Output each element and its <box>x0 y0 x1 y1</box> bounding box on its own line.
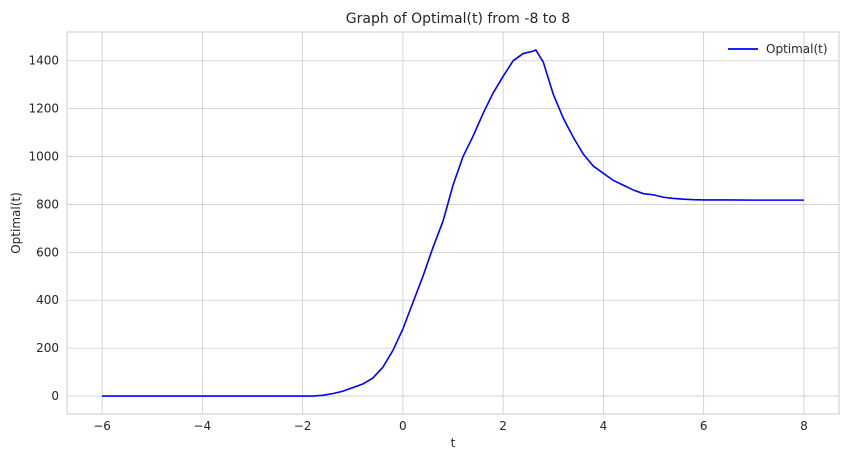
x-tick-label: 2 <box>499 419 507 433</box>
x-tick-label: 0 <box>399 419 407 433</box>
plot-frame <box>66 31 840 415</box>
x-tick-label: 8 <box>800 419 808 433</box>
x-tick-label: −4 <box>193 419 211 433</box>
series-line-optimal <box>102 48 804 397</box>
chart-title: Graph of Optimal(t) from -8 to 8 <box>346 11 570 27</box>
x-tick-label: −2 <box>294 419 312 433</box>
y-tick-label: 200 <box>36 341 59 355</box>
legend: Optimal(t) <box>728 42 828 56</box>
y-tick-label: 0 <box>51 389 59 403</box>
y-tick-label: 1400 <box>28 54 59 68</box>
grid-layer <box>67 32 839 414</box>
x-tick-label: 4 <box>600 419 608 433</box>
x-axis-label: t <box>451 436 456 450</box>
y-tick-label: 1000 <box>28 150 59 164</box>
legend-label: Optimal(t) <box>766 42 828 56</box>
y-tick-label: 600 <box>36 245 59 259</box>
x-tick-label: −6 <box>93 419 111 433</box>
y-tick-label: 800 <box>36 197 59 211</box>
y-tick-label: 400 <box>36 293 59 307</box>
y-tick-label: 1200 <box>28 102 59 116</box>
y-axis-label: Optimal(t) <box>9 192 23 254</box>
tick-layer: −6 −4 −2 0 2 4 6 8 0 200 400 600 800 1000 1200 1400 <box>28 54 807 433</box>
x-tick-label: 6 <box>700 419 708 433</box>
